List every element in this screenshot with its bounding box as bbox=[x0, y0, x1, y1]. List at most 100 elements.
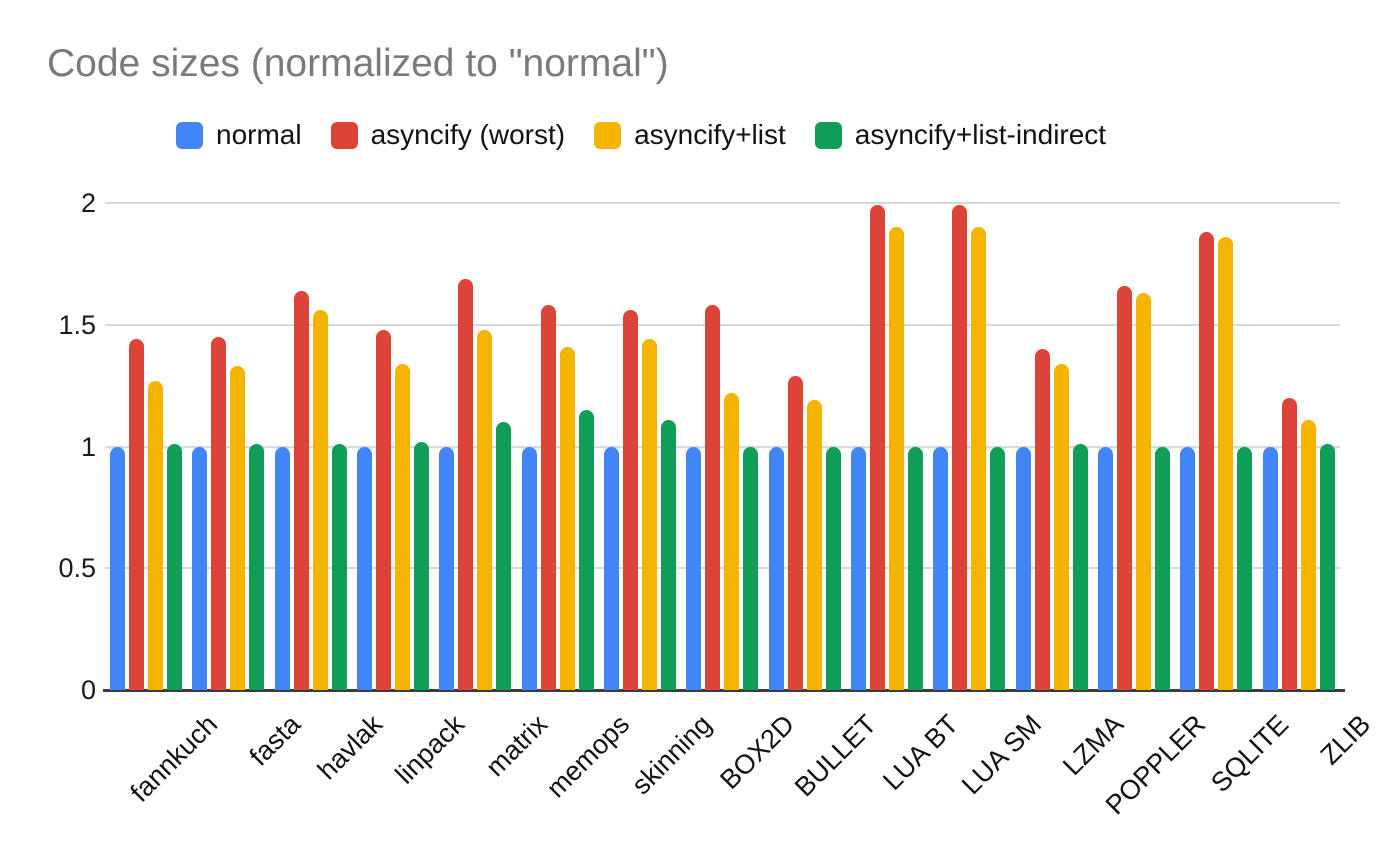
bar-group-box2d bbox=[681, 305, 763, 690]
chart-title: Code sizes (normalized to "normal") bbox=[47, 42, 669, 85]
bar-asyncify-list-matrix[interactable] bbox=[477, 329, 493, 690]
bar-group-lua-bt bbox=[846, 205, 928, 690]
gridline-1.5 bbox=[105, 323, 1340, 326]
bar-asyncify-list-indirect-zlib[interactable] bbox=[1319, 444, 1335, 690]
bar-group-havlak bbox=[270, 290, 352, 690]
bar-asyncify-worst-zlib[interactable] bbox=[1281, 397, 1297, 690]
bar-asyncify-worst-poppler[interactable] bbox=[1117, 285, 1133, 690]
bar-asyncify-worst-memops[interactable] bbox=[540, 305, 556, 690]
bar-asyncify-list-linpack[interactable] bbox=[395, 363, 411, 690]
bar-normal-matrix[interactable] bbox=[439, 446, 455, 690]
bar-asyncify-list-lzma[interactable] bbox=[1053, 363, 1069, 690]
gridline-2 bbox=[105, 202, 1340, 204]
bar-asyncify-list-sqlite[interactable] bbox=[1218, 237, 1234, 690]
bar-asyncify-list-indirect-sqlite[interactable] bbox=[1237, 446, 1253, 690]
bar-asyncify-list-lua-bt[interactable] bbox=[889, 227, 905, 690]
bar-asyncify-worst-fasta[interactable] bbox=[211, 336, 227, 690]
bar-asyncify-list-box2d[interactable] bbox=[724, 392, 740, 690]
bar-normal-lzma[interactable] bbox=[1015, 446, 1031, 690]
y-tick-label-1: 1 bbox=[80, 431, 96, 462]
bar-group-lua-sm bbox=[928, 205, 1010, 690]
x-axis-line bbox=[103, 689, 1345, 692]
bar-group-zlib bbox=[1258, 397, 1340, 690]
bar-asyncify-list-indirect-linpack[interactable] bbox=[414, 441, 430, 690]
bar-group-linpack bbox=[352, 329, 434, 690]
bar-asyncify-worst-matrix[interactable] bbox=[458, 278, 474, 690]
bar-asyncify-list-indirect-box2d[interactable] bbox=[743, 446, 759, 690]
bar-asyncify-list-memops[interactable] bbox=[559, 346, 575, 690]
legend-label-asyncify-list-indirect: asyncify+list-indirect bbox=[854, 119, 1107, 150]
legend-swatch-asyncify-list bbox=[594, 121, 622, 149]
bar-normal-box2d[interactable] bbox=[686, 446, 702, 690]
legend-label-asyncify-worst: asyncify (worst) bbox=[370, 119, 566, 150]
y-tick-label-1.5: 1.5 bbox=[58, 309, 96, 340]
bar-asyncify-worst-lzma[interactable] bbox=[1034, 349, 1050, 690]
y-tick-label-0: 0 bbox=[80, 675, 96, 705]
bar-asyncify-list-indirect-memops[interactable] bbox=[578, 409, 594, 690]
legend-item-asyncify-list-indirect[interactable]: asyncify+list-indirect bbox=[814, 119, 1107, 151]
bar-asyncify-list-indirect-lua-sm[interactable] bbox=[990, 446, 1006, 690]
bar-asyncify-list-fasta[interactable] bbox=[230, 366, 246, 690]
bar-asyncify-list-skinning[interactable] bbox=[642, 339, 658, 690]
gridline-0.5 bbox=[105, 567, 1340, 570]
bar-asyncify-list-poppler[interactable] bbox=[1136, 293, 1152, 690]
legend-swatch-asyncify-list-indirect bbox=[814, 121, 842, 149]
bar-group-fannkuch bbox=[105, 339, 187, 690]
bar-normal-fasta[interactable] bbox=[192, 446, 208, 690]
bar-asyncify-list-zlib[interactable] bbox=[1300, 419, 1316, 690]
bar-normal-sqlite[interactable] bbox=[1180, 446, 1196, 690]
y-tick-label-2: 2 bbox=[80, 188, 96, 218]
bar-asyncify-list-fannkuch[interactable] bbox=[148, 380, 164, 690]
bar-group-matrix bbox=[434, 278, 516, 690]
bar-normal-memops[interactable] bbox=[521, 446, 537, 690]
legend-label-asyncify-list: asyncify+list bbox=[634, 119, 786, 150]
bar-asyncify-list-indirect-skinning[interactable] bbox=[661, 419, 677, 690]
bar-group-lzma bbox=[1011, 349, 1093, 690]
bar-asyncify-list-indirect-havlak[interactable] bbox=[331, 444, 347, 690]
bar-asyncify-list-indirect-matrix[interactable] bbox=[496, 422, 512, 690]
bar-normal-skinning[interactable] bbox=[604, 446, 620, 690]
legend-swatch-asyncify-worst bbox=[330, 121, 358, 149]
bar-asyncify-worst-sqlite[interactable] bbox=[1199, 232, 1215, 690]
bar-asyncify-worst-havlak[interactable] bbox=[293, 290, 309, 690]
bar-asyncify-worst-box2d[interactable] bbox=[705, 305, 721, 690]
bar-normal-zlib[interactable] bbox=[1262, 446, 1278, 690]
bar-asyncify-worst-bullet[interactable] bbox=[787, 375, 803, 690]
bar-normal-lua-sm[interactable] bbox=[933, 446, 949, 690]
bar-asyncify-worst-skinning[interactable] bbox=[623, 310, 639, 690]
bar-group-poppler bbox=[1093, 285, 1175, 690]
bar-asyncify-worst-fannkuch[interactable] bbox=[129, 339, 145, 690]
bar-asyncify-list-indirect-bullet[interactable] bbox=[825, 446, 841, 690]
bar-asyncify-worst-lua-sm[interactable] bbox=[952, 205, 968, 690]
bar-normal-havlak[interactable] bbox=[274, 446, 290, 690]
legend-label-normal: normal bbox=[216, 119, 302, 150]
bar-asyncify-list-lua-sm[interactable] bbox=[971, 227, 987, 690]
bar-normal-bullet[interactable] bbox=[768, 446, 784, 690]
gridline-1 bbox=[105, 445, 1340, 448]
bar-normal-linpack[interactable] bbox=[357, 446, 373, 690]
bar-group-skinning bbox=[599, 310, 681, 690]
legend-item-asyncify-worst[interactable]: asyncify (worst) bbox=[330, 119, 566, 151]
bar-normal-poppler[interactable] bbox=[1098, 446, 1114, 690]
bar-asyncify-list-indirect-fannkuch[interactable] bbox=[167, 444, 183, 690]
bar-asyncify-list-indirect-lzma[interactable] bbox=[1072, 444, 1088, 690]
bar-normal-fannkuch[interactable] bbox=[110, 446, 126, 690]
legend-item-normal[interactable]: normal bbox=[176, 119, 302, 151]
bar-asyncify-list-indirect-lua-bt[interactable] bbox=[908, 446, 924, 690]
bar-asyncify-worst-lua-bt[interactable] bbox=[870, 205, 886, 690]
y-tick-label-0.5: 0.5 bbox=[58, 553, 96, 584]
bar-group-bullet bbox=[764, 375, 846, 690]
bar-asyncify-list-bullet[interactable] bbox=[806, 400, 822, 690]
bar-group-fasta bbox=[187, 336, 269, 690]
legend-item-asyncify-list[interactable]: asyncify+list bbox=[594, 119, 786, 151]
bar-asyncify-worst-linpack[interactable] bbox=[376, 329, 392, 690]
bar-asyncify-list-havlak[interactable] bbox=[312, 310, 328, 690]
legend-swatch-normal bbox=[176, 121, 203, 149]
bar-normal-lua-bt[interactable] bbox=[851, 446, 867, 690]
bar-group-sqlite bbox=[1175, 232, 1257, 690]
legend: normal asyncify (worst) asyncify+list async… bbox=[176, 119, 1106, 151]
bar-asyncify-list-indirect-fasta[interactable] bbox=[249, 444, 265, 690]
bar-asyncify-list-indirect-poppler[interactable] bbox=[1155, 446, 1171, 690]
